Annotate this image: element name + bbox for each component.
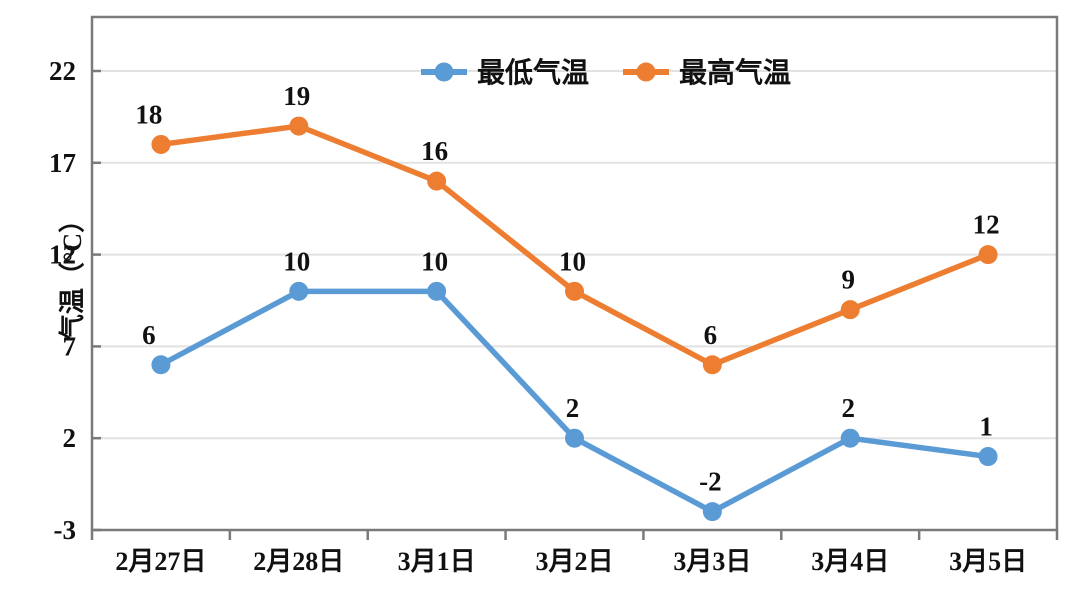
y-axis-title: 气温（°C） — [57, 207, 87, 341]
gridlines — [92, 70, 1057, 440]
data-label: 10 — [421, 246, 448, 276]
data-point-marker — [427, 171, 447, 191]
data-label: 9 — [841, 265, 855, 295]
data-point-marker — [702, 355, 722, 375]
axis-ticks — [90, 69, 1059, 540]
y-axis-tick-label: 2 — [63, 423, 77, 453]
x-axis-tick-label: 3月3日 — [673, 547, 751, 576]
x-axis-tick-label: 2月28日 — [253, 547, 344, 576]
data-label: 18 — [135, 99, 162, 129]
data-label: 10 — [283, 246, 310, 276]
x-axis-tick-label: 2月27日 — [115, 547, 206, 576]
y-axis-tick-label: 12 — [49, 240, 76, 270]
data-point-marker — [289, 116, 309, 136]
data-point-marker — [565, 281, 584, 301]
x-axis-tick-label: 3月4日 — [811, 547, 889, 576]
data-point-marker — [289, 281, 309, 301]
data-point-marker — [840, 300, 860, 320]
data-label: 12 — [973, 210, 1000, 240]
data-label: 19 — [283, 81, 310, 111]
series-最高气温: 18 19 16 10 6 9 12 — [135, 81, 1000, 375]
data-label: 6 — [142, 320, 156, 350]
data-point-marker — [151, 134, 171, 154]
data-label: 6 — [704, 320, 718, 350]
data-label: 2 — [841, 393, 855, 423]
legend-marker — [636, 62, 656, 82]
legend-item-最低气温: 最低气温 — [421, 57, 589, 89]
y-axis-labels: -3 2 7 12 17 22 — [49, 56, 76, 545]
data-label: 1 — [979, 412, 993, 442]
data-label: 10 — [559, 246, 586, 276]
legend-label: 最低气温 — [477, 57, 589, 89]
y-axis-tick-label: 17 — [49, 148, 76, 178]
legend: 最低气温 最高气温 — [421, 57, 791, 89]
data-point-marker — [978, 447, 998, 467]
data-label: 16 — [421, 136, 448, 166]
x-axis-tick-label: 3月5日 — [949, 547, 1027, 576]
plot-area-frame — [90, 15, 1059, 532]
data-point-marker — [427, 281, 447, 301]
y-axis-tick-label: 22 — [49, 56, 76, 86]
y-axis-tick-label: -3 — [54, 515, 77, 545]
legend-label: 最高气温 — [679, 57, 791, 89]
legend-marker — [434, 62, 454, 82]
data-point-marker — [151, 355, 171, 375]
data-point-marker — [565, 428, 584, 448]
x-axis-tick-label: 3月2日 — [535, 547, 613, 576]
x-axis-tick-label: 3月1日 — [398, 547, 476, 576]
data-point-marker — [840, 428, 860, 448]
series-最低气温: 6 10 10 2 -2 2 1 — [142, 246, 998, 522]
data-point-marker — [978, 245, 998, 265]
y-axis-tick-label: 7 — [63, 331, 77, 361]
data-point-marker — [702, 502, 722, 522]
data-label: -2 — [699, 467, 722, 497]
legend-item-最高气温: 最高气温 — [623, 57, 791, 89]
data-label: 2 — [566, 393, 580, 423]
x-axis-labels: 2月27日 2月28日 3月1日 3月2日 3月3日 3月4日 3月5日 — [115, 547, 1027, 576]
